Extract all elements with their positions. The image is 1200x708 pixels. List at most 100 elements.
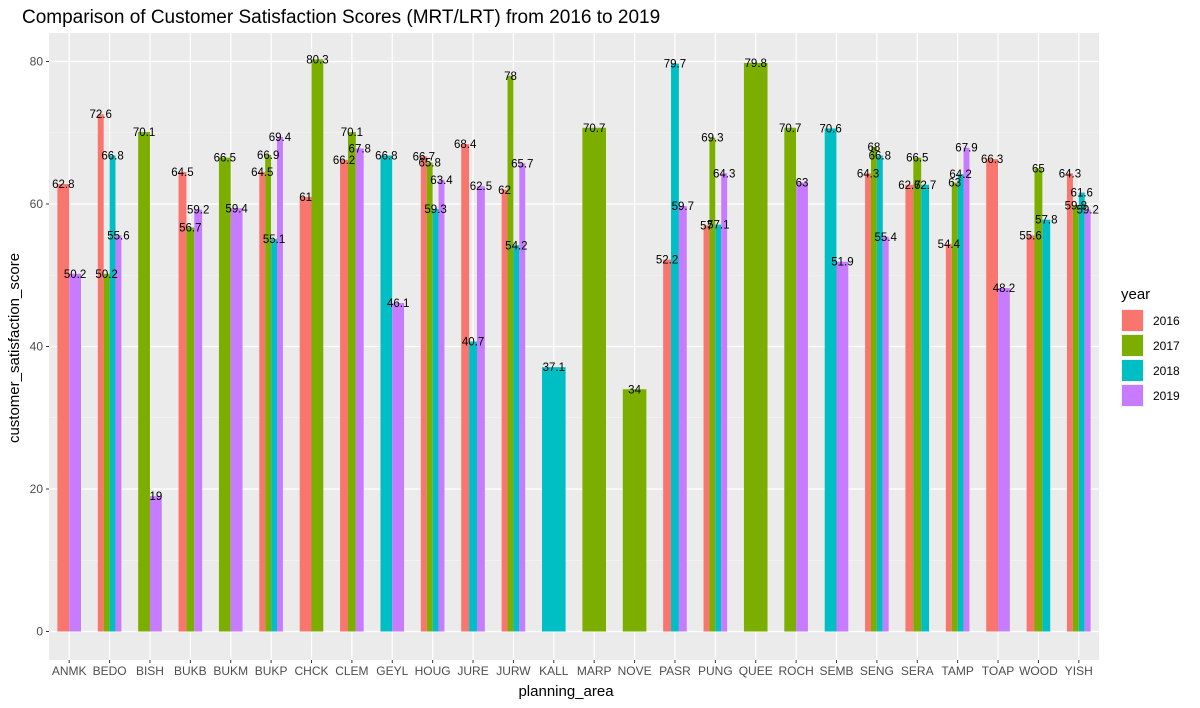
- bar-pasr-2018: [671, 63, 679, 632]
- legend-label-2018: 2018: [1153, 364, 1180, 378]
- bar-value-label: 70.1: [133, 127, 155, 139]
- bar-value-label: 46.1: [387, 298, 409, 310]
- bar-pasr-2016: [663, 259, 672, 632]
- x-tick-label: HOUG: [415, 664, 451, 678]
- x-tick-label: NOVE: [618, 664, 652, 678]
- bar-wood-2016: [1026, 235, 1035, 632]
- bar-seng-2017: [870, 147, 877, 632]
- bar-tamp-2018: [957, 174, 964, 632]
- bar-clem-2016: [340, 159, 348, 632]
- bar-value-label: 55.6: [107, 230, 129, 242]
- bar-toap-2019: [998, 288, 1010, 632]
- bar-value-label: 55.6: [1019, 230, 1041, 242]
- y-axis: 0 20 40 60 80: [30, 55, 49, 639]
- bar-jurw-2016: [501, 189, 508, 632]
- x-tick-label: GEYL: [376, 664, 408, 678]
- y-tick-label: 80: [30, 55, 44, 69]
- bar-value-label: 67.9: [955, 143, 977, 155]
- bar-value-label: 80.3: [306, 54, 328, 66]
- bar-anmk-2019: [69, 273, 81, 632]
- bar-semb-2018: [824, 128, 837, 632]
- bar-pung-2017: [709, 137, 716, 632]
- x-tick-label: PUNG: [698, 664, 733, 678]
- bar-sera-2018: [921, 184, 930, 632]
- x-tick-label: MARP: [577, 664, 612, 678]
- bar-yish-2016: [1067, 173, 1073, 632]
- bar-value-label: 69.3: [701, 133, 723, 145]
- bar-value-label: 63: [948, 178, 961, 190]
- bar-value-label: 62: [498, 185, 511, 197]
- bar-value-label: 55.4: [875, 232, 898, 244]
- bar-value-label: 57: [700, 220, 713, 232]
- bar-value-label: 66.5: [214, 153, 236, 165]
- bar-value-label: 51.9: [831, 257, 853, 269]
- x-tick-label: BUKP: [255, 664, 288, 678]
- x-tick-label: BUKB: [174, 664, 207, 678]
- bar-value-label: 50.2: [64, 269, 86, 281]
- bar-labels: 62.8 50.2 72.6 50.2 66.8 55.6 70.1 19 64.5 56.7 59…: [52, 54, 1099, 503]
- bar-jurw-2019: [519, 163, 526, 632]
- bar-bukp-2019: [277, 137, 283, 632]
- x-axis: ANMK BEDO BISH BUKB BUKM BUKP CHCK CLEM GEYL HOUG…: [52, 660, 1093, 678]
- bar-roch-2019: [796, 182, 808, 632]
- x-tick-label: SENG: [860, 664, 894, 678]
- bars: [57, 59, 1091, 632]
- x-tick-label: QUEE: [739, 664, 773, 678]
- bar-seng-2019: [882, 236, 889, 632]
- bar-value-label: 55.1: [263, 234, 285, 246]
- bar-value-label: 62.5: [470, 181, 492, 193]
- bar-value-label: 64.3: [857, 168, 879, 180]
- bar-kall-2018: [542, 367, 566, 632]
- bar-value-label: 59.2: [187, 205, 209, 217]
- x-tick-label: PASR: [659, 664, 691, 678]
- bar-sera-2017: [913, 157, 922, 632]
- x-tick-label: TAMP: [941, 664, 973, 678]
- bar-value-label: 66.8: [869, 151, 891, 163]
- bar-bedo-2018: [109, 155, 116, 632]
- bar-yish-2017: [1072, 205, 1079, 632]
- x-tick-label: KALL: [539, 664, 569, 678]
- bar-chck-2017: [311, 59, 324, 632]
- x-tick-label: CLEM: [335, 664, 368, 678]
- bar-bukb-2019: [194, 209, 203, 632]
- bar-pung-2016: [703, 225, 710, 632]
- bar-value-label: 59.4: [225, 203, 248, 215]
- bar-bukm-2019: [230, 208, 243, 632]
- y-tick-label: 40: [30, 340, 44, 354]
- bar-marp-2017: [582, 127, 606, 632]
- bar-value-label: 66.5: [906, 153, 928, 165]
- bar-value-label: 59.7: [672, 201, 694, 213]
- bar-value-label: 48.2: [993, 283, 1015, 295]
- bar-bish-2017: [138, 132, 150, 632]
- bar-value-label: 64.2: [949, 169, 971, 181]
- bar-value-label: 68: [868, 142, 881, 154]
- bar-jure-2016: [461, 144, 470, 632]
- bar-value-label: 69.4: [269, 132, 292, 144]
- legend-label-2017: 2017: [1153, 339, 1180, 353]
- bar-value-label: 66.9: [257, 150, 279, 162]
- bar-bukm-2017: [218, 157, 231, 632]
- bar-anmk-2016: [57, 184, 70, 632]
- bar-nove-2017: [622, 389, 647, 632]
- x-tick-label: ROCH: [778, 664, 813, 678]
- bar-value-label: 62.8: [52, 179, 74, 191]
- bar-bukb-2017: [186, 227, 195, 632]
- legend-swatch-2018: [1122, 360, 1143, 381]
- bar-value-label: 59.2: [1076, 205, 1098, 217]
- bar-value-label: 66.3: [981, 154, 1003, 166]
- bar-value-label: 66.7: [413, 151, 435, 163]
- bar-value-label: 70.7: [779, 123, 801, 135]
- bar-value-label: 63: [796, 178, 809, 190]
- x-tick-label: BUKM: [213, 664, 248, 678]
- bar-jurw-2017: [507, 75, 514, 632]
- bar-value-label: 62.7: [898, 180, 920, 192]
- bar-value-label: 79.8: [745, 58, 767, 70]
- bar-value-label: 70.7: [583, 123, 605, 135]
- bar-pung-2018: [715, 224, 722, 632]
- bar-value-label: 68.4: [454, 139, 477, 151]
- bar-bukb-2016: [178, 171, 187, 632]
- bar-value-label: 64.5: [171, 167, 193, 179]
- legend-title: year: [1121, 286, 1150, 303]
- x-tick-label: TOAP: [982, 664, 1014, 678]
